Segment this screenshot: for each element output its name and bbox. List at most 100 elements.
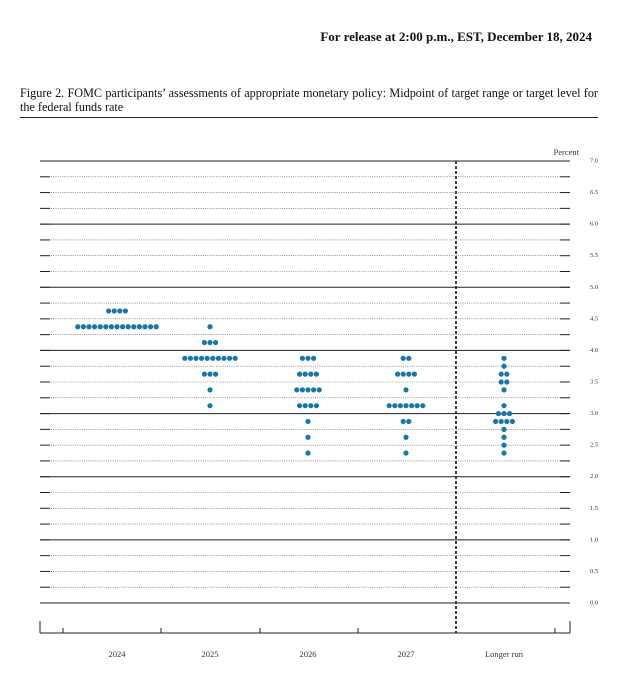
- dot: [210, 355, 216, 361]
- dot: [142, 324, 148, 330]
- dot: [501, 450, 507, 456]
- dot: [86, 324, 92, 330]
- dot: [406, 371, 412, 377]
- dot: [207, 339, 213, 346]
- y-tick-label: 2.0: [590, 473, 598, 480]
- dot: [199, 355, 205, 361]
- dot: [313, 371, 319, 377]
- dot: [498, 379, 504, 385]
- x-tick-label: 2027: [398, 649, 415, 659]
- dot: [294, 387, 300, 393]
- title-rule: [20, 117, 598, 118]
- dot: [302, 403, 308, 409]
- dot: [305, 355, 311, 361]
- dot: [108, 324, 114, 330]
- dot: [201, 371, 207, 377]
- dot: [106, 308, 112, 314]
- x-tick-label: 2026: [300, 649, 317, 659]
- dot: [221, 355, 227, 361]
- dot: [103, 324, 109, 330]
- dot: [504, 418, 510, 425]
- dot: [153, 324, 159, 330]
- x-tick-label: Longer run: [485, 649, 524, 659]
- dot: [403, 434, 409, 440]
- dot: [493, 418, 499, 425]
- dot: [299, 355, 305, 361]
- dot: [201, 339, 207, 346]
- y-tick-label: 6.0: [590, 221, 598, 228]
- dot: [136, 324, 142, 330]
- dot: [187, 355, 193, 361]
- dot: [297, 371, 303, 377]
- dot: [305, 434, 311, 440]
- dot: [498, 371, 504, 377]
- dot: [207, 403, 213, 409]
- dot: [302, 371, 308, 377]
- dot: [305, 387, 311, 393]
- y-axis-label: Percent: [554, 147, 580, 157]
- dot: [215, 355, 221, 361]
- dot: [316, 387, 322, 393]
- release-note: For release at 2:00 p.m., EST, December …: [320, 29, 592, 44]
- dot: [75, 324, 81, 330]
- dot: [207, 387, 213, 393]
- dot: [420, 403, 426, 409]
- dot: [204, 355, 210, 361]
- dot: [501, 387, 507, 393]
- dot: [509, 418, 515, 425]
- dot: [122, 308, 128, 314]
- dot: [400, 371, 406, 377]
- y-tick-label: 0.5: [590, 568, 598, 575]
- dot: [311, 387, 317, 393]
- y-tick-label: 7.0: [590, 157, 598, 164]
- dot: [232, 355, 238, 361]
- dot: [305, 418, 311, 425]
- dot: [507, 410, 513, 417]
- y-tick-label: 5.5: [590, 252, 598, 259]
- dot: [501, 363, 507, 369]
- dot: [207, 371, 213, 377]
- dot: [395, 371, 401, 377]
- dot: [409, 403, 415, 409]
- chart-title: Figure 2. FOMC participants’ assessments…: [20, 86, 598, 114]
- dot: [504, 379, 510, 385]
- dot: [117, 308, 123, 314]
- dot: [313, 403, 319, 409]
- y-tick-label: 1.5: [590, 505, 598, 512]
- dot: [308, 403, 314, 409]
- dot: [501, 355, 507, 361]
- dot: [131, 324, 137, 330]
- dot: [227, 355, 233, 361]
- dot: [386, 403, 392, 409]
- y-tick-label: 4.0: [590, 347, 598, 354]
- dot: [501, 403, 507, 409]
- dot: [308, 371, 314, 377]
- y-tick-label: 4.5: [590, 315, 598, 322]
- dot: [392, 403, 398, 409]
- y-tick-label: 0.0: [590, 599, 598, 606]
- dot: [148, 324, 154, 330]
- y-tick-label: 3.0: [590, 410, 598, 417]
- dot: [504, 371, 510, 377]
- dot: [397, 403, 403, 409]
- dot: [498, 418, 504, 425]
- dot: [207, 324, 213, 330]
- dot: [305, 450, 311, 456]
- dot: [501, 434, 507, 440]
- dot: [400, 355, 406, 361]
- y-tick-label: 3.5: [590, 378, 598, 385]
- dot: [406, 355, 412, 361]
- dot: [501, 442, 507, 448]
- dot: [400, 418, 406, 425]
- dot: [120, 324, 126, 330]
- y-tick-label: 5.0: [590, 284, 598, 291]
- dot: [403, 450, 409, 456]
- dot: [495, 410, 501, 417]
- dot: [213, 339, 219, 346]
- x-tick-label: 2025: [202, 649, 219, 659]
- dot: [114, 324, 120, 330]
- dot: [299, 387, 305, 393]
- y-tick-label: 1.0: [590, 536, 598, 543]
